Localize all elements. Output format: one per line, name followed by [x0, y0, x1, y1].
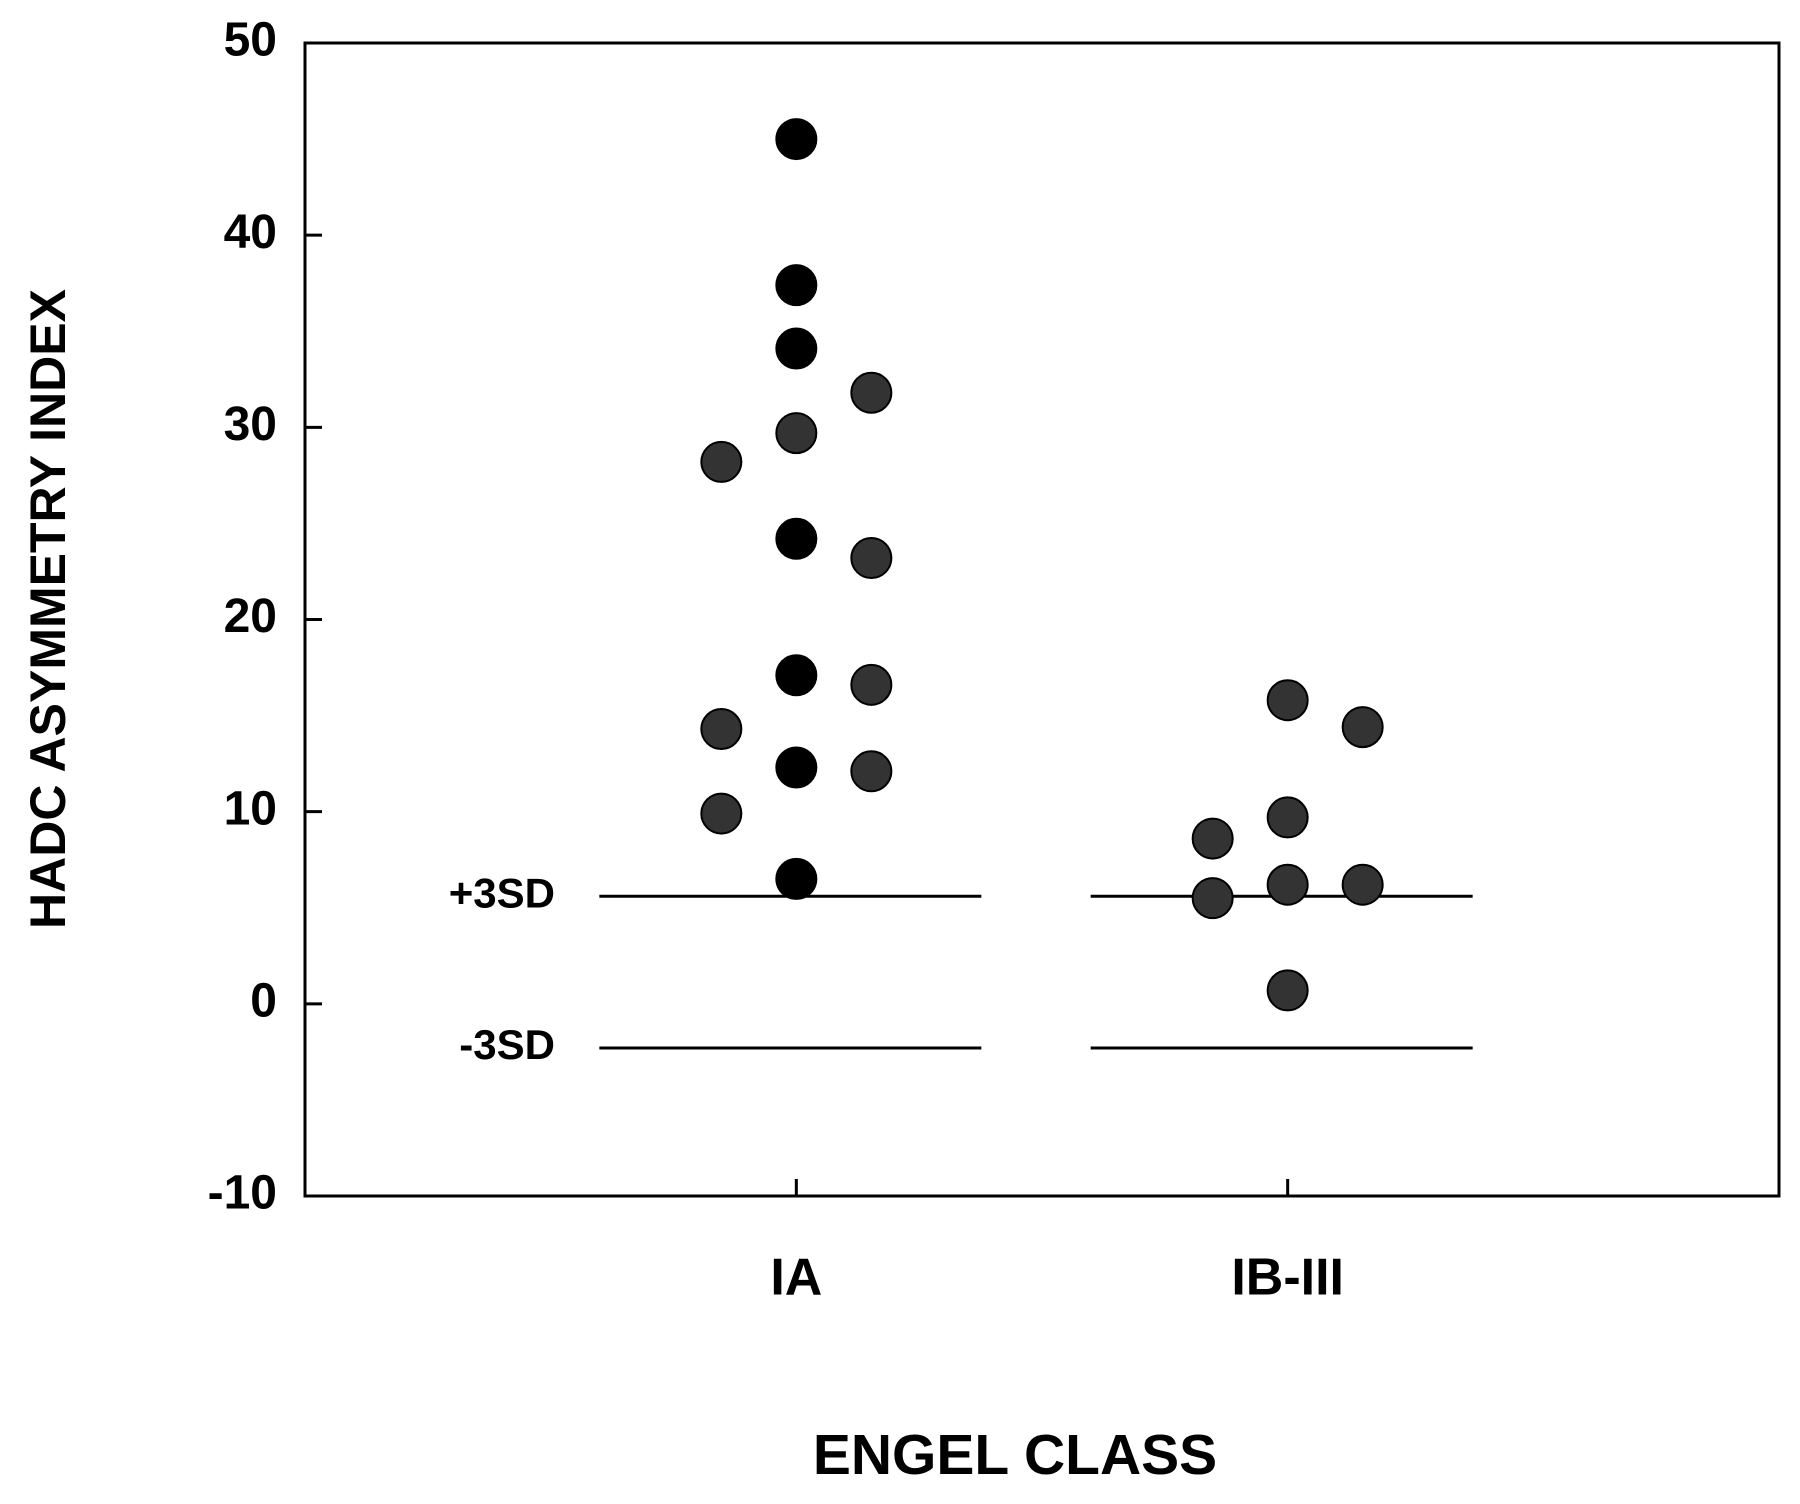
- data-point: [775, 517, 818, 560]
- y-tick-label: 0: [250, 975, 277, 1028]
- reference-label: +3SD: [449, 869, 555, 916]
- data-point: [850, 371, 893, 414]
- data-point: [1266, 863, 1309, 906]
- y-tick-label: -10: [208, 1167, 277, 1220]
- data-point: [775, 118, 818, 161]
- data-point: [1341, 706, 1384, 749]
- data-point: [1266, 969, 1309, 1012]
- data-point: [1266, 679, 1309, 722]
- data-point: [850, 750, 893, 793]
- data-point: [775, 327, 818, 370]
- reference-label: -3SD: [459, 1021, 555, 1068]
- x-tick-label: IA: [770, 1249, 822, 1307]
- y-tick-label: 30: [224, 398, 277, 451]
- data-point: [700, 792, 743, 835]
- y-tick-label: 40: [224, 206, 277, 259]
- x-tick-label: IB-III: [1231, 1249, 1344, 1307]
- data-point: [775, 746, 818, 789]
- data-point: [1341, 863, 1384, 906]
- data-point: [700, 440, 743, 483]
- data-point: [775, 654, 818, 697]
- data-point: [1266, 796, 1309, 839]
- data-point: [850, 537, 893, 580]
- data-point: [1191, 877, 1234, 920]
- data-point: [850, 663, 893, 706]
- y-axis-title: HADC ASYMMETRY INDEX: [20, 289, 76, 929]
- y-tick-label: 50: [224, 14, 277, 67]
- data-point: [775, 264, 818, 307]
- data-point: [775, 412, 818, 455]
- y-tick-label: 10: [224, 782, 277, 835]
- y-tick-label: 20: [224, 590, 277, 643]
- data-point: [775, 857, 818, 900]
- data-point: [1191, 817, 1234, 860]
- x-axis-title: ENGEL CLASS: [813, 1423, 1217, 1487]
- data-point: [700, 708, 743, 751]
